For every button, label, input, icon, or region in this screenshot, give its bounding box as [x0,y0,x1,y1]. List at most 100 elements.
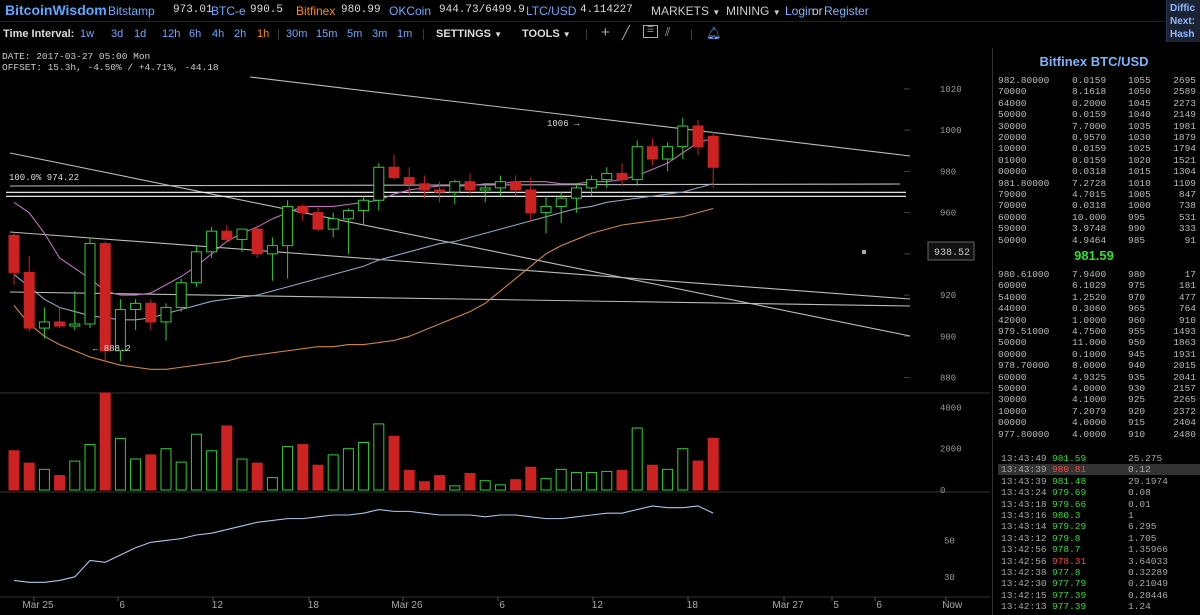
trade-time: 13:43:18 [1001,498,1047,510]
order-book-cell: 60000 [998,211,1027,223]
interval-4h[interactable]: 4h [212,28,225,40]
order-book-ask-row[interactable]: 01000 0.0159 1020 1521 [988,155,1200,166]
order-book-bid-row[interactable]: 977.80000 4.0000 910 2480 [988,429,1200,440]
order-book-cell: 70000 [998,86,1027,98]
line-tool-icon[interactable]: ╱ [622,25,630,40]
exchange-ltcusd[interactable]: LTC/USD [526,4,577,18]
order-book-cell: 0.0159 [1072,109,1107,121]
order-book-bid-row[interactable]: 978.70000 8.0000 940 2015 [988,360,1200,371]
order-book-bid-row[interactable]: 60000 4.9325 935 2041 [988,372,1200,383]
order-book-ask-row[interactable]: 79000 4.7015 1005 847 [988,189,1200,200]
exchange-bitfinex[interactable]: Bitfinex [296,4,336,18]
login-link[interactable]: Login [785,4,815,18]
order-book-bid-row[interactable]: 44000 0.3060 965 764 [988,303,1200,314]
order-book-ask-row[interactable]: 59000 3.9748 990 333 [988,223,1200,234]
order-book-bid-row[interactable]: 42000 1.0000 960 910 [988,315,1200,326]
volume-bar [677,448,689,491]
order-book-cell: 2372 [1173,405,1196,417]
order-book-cell: 8.0000 [1072,360,1107,372]
order-book-ask-row[interactable]: 982.80000 0.0159 1055 2695 [988,75,1200,86]
tools-menu[interactable]: TOOLS ▼ [522,28,571,40]
order-book-bid-row[interactable]: 00000 4.0000 915 2404 [988,417,1200,428]
order-book-ask-row[interactable]: 00000 0.0318 1015 1304 [988,166,1200,177]
interval-5m[interactable]: 5m [347,28,363,40]
order-book-ask-row[interactable]: 30000 7.7000 1035 1981 [988,121,1200,132]
interval-6h[interactable]: 6h [189,28,202,40]
volume-bar [525,466,537,491]
register-link[interactable]: Register [824,4,869,18]
interval-1d[interactable]: 1d [134,28,147,40]
interval-2h[interactable]: 2h [234,28,247,40]
order-book-ask-row[interactable]: 70000 0.0318 1000 738 [988,200,1200,211]
exchange-okcoin-price: 944.73/6499.9 [439,4,525,16]
order-book-bid-row[interactable]: 00000 0.1000 945 1931 [988,349,1200,360]
volume-bar [601,470,613,491]
x-tick-label: Now [942,600,963,611]
order-book-ask-row[interactable]: 50000 4.9464 985 91 [988,235,1200,246]
order-book-bid-row[interactable]: 54000 1.2520 970 477 [988,292,1200,303]
interval-12h[interactable]: 12h [162,28,181,40]
order-book-cell: 920 [1128,405,1146,417]
trade-time: 13:43:24 [1001,487,1047,499]
site-logo[interactable]: BitcoinWisdom [5,2,107,18]
last-price: 981.59 [1074,248,1114,263]
candle-body [707,135,719,168]
order-book-ask-row[interactable]: 60000 10.000 995 531 [988,212,1200,223]
candle-body [266,245,278,255]
crosshair-tool-icon[interactable]: + [601,24,610,41]
order-book-cell: 10000 [998,405,1027,417]
order-book-ask-row[interactable]: 20000 0.9570 1030 1879 [988,132,1200,143]
order-book-bid-row[interactable]: 10000 7.2079 920 2372 [988,406,1200,417]
order-book-cell: 2695 [1173,75,1196,86]
trade-time: 13:42:56 [1001,555,1047,567]
interval-1h[interactable]: 1h [257,28,270,40]
order-book-cell: 30000 [998,120,1027,132]
trade-time: 13:43:16 [1001,510,1047,521]
order-book-bid-row[interactable]: 980.61000 7.9400 980 17 [988,269,1200,280]
order-book-bid-row[interactable]: 50000 4.0000 930 2157 [988,383,1200,394]
price-chart[interactable]: 1020100098096094092090088040002000050301… [0,0,992,615]
candle-body [601,172,613,181]
order-book-ask-row[interactable]: 10000 0.0159 1025 1794 [988,143,1200,154]
order-book-cell: 2589 [1173,86,1196,98]
order-book-bid-row[interactable]: 60000 6.1029 975 181 [988,280,1200,291]
order-book-cell: 4.1000 [1072,394,1107,406]
exchange-bitstamp[interactable]: Bitstamp [108,4,155,18]
volume-bar [586,471,598,491]
interval-15m[interactable]: 15m [316,28,338,40]
order-book-cell: 2041 [1173,371,1196,383]
volume-bar [312,464,324,491]
fan-tool-icon[interactable]: ⫽ [665,25,671,39]
exchange-okcoin[interactable]: OKCoin [389,4,432,18]
order-book-ask-row[interactable]: 64000 0.2000 1045 2273 [988,98,1200,109]
interval-3m[interactable]: 3m [372,28,388,40]
order-book-ask-row[interactable]: 981.80000 7.2728 1010 1109 [988,178,1200,189]
order-book-cell: 1010 [1128,177,1151,189]
order-book-cell: 980 [1128,269,1146,280]
candle-body [175,282,187,308]
order-book-bid-row[interactable]: 50000 11.000 950 1863 [988,337,1200,348]
order-book-bid-row[interactable]: 979.51000 4.7500 955 1493 [988,326,1200,337]
exchange-btce[interactable]: BTC-e [211,4,246,18]
order-book-ask-row[interactable]: 50000 0.0159 1040 2149 [988,109,1200,120]
order-book-cell: 975 [1128,280,1146,292]
order-book-title[interactable]: Bitfinex BTC/USD [1039,54,1149,69]
interval-30m[interactable]: 30m [286,28,308,40]
bell-icon[interactable]: 🔔︎ [706,26,722,40]
trade-volume: 25.275 [1128,453,1163,464]
markets-menu[interactable]: MARKETS ▼ [651,4,720,18]
interval-3d[interactable]: 3d [111,28,124,40]
interval-1m[interactable]: 1m [397,28,413,40]
order-book-bid-row[interactable]: 30000 4.1000 925 2265 [988,394,1200,405]
cursor-price-label: 938.52 [934,248,970,259]
fibonacci-tool-icon[interactable]: ☰ [643,25,658,38]
candle-body [586,179,598,189]
order-book-cell: 7.7000 [1072,120,1107,132]
order-book-cell: 977.80000 [998,428,1050,440]
mining-menu[interactable]: MINING ▼ [726,4,781,18]
order-book-ask-row[interactable]: 70000 8.1618 1050 2589 [988,86,1200,97]
interval-1w[interactable]: 1w [80,28,95,40]
x-tick-label: Mar 25 [22,600,54,611]
settings-menu[interactable]: SETTINGS ▼ [436,28,502,40]
trade-volume: 0.08 [1128,487,1151,499]
